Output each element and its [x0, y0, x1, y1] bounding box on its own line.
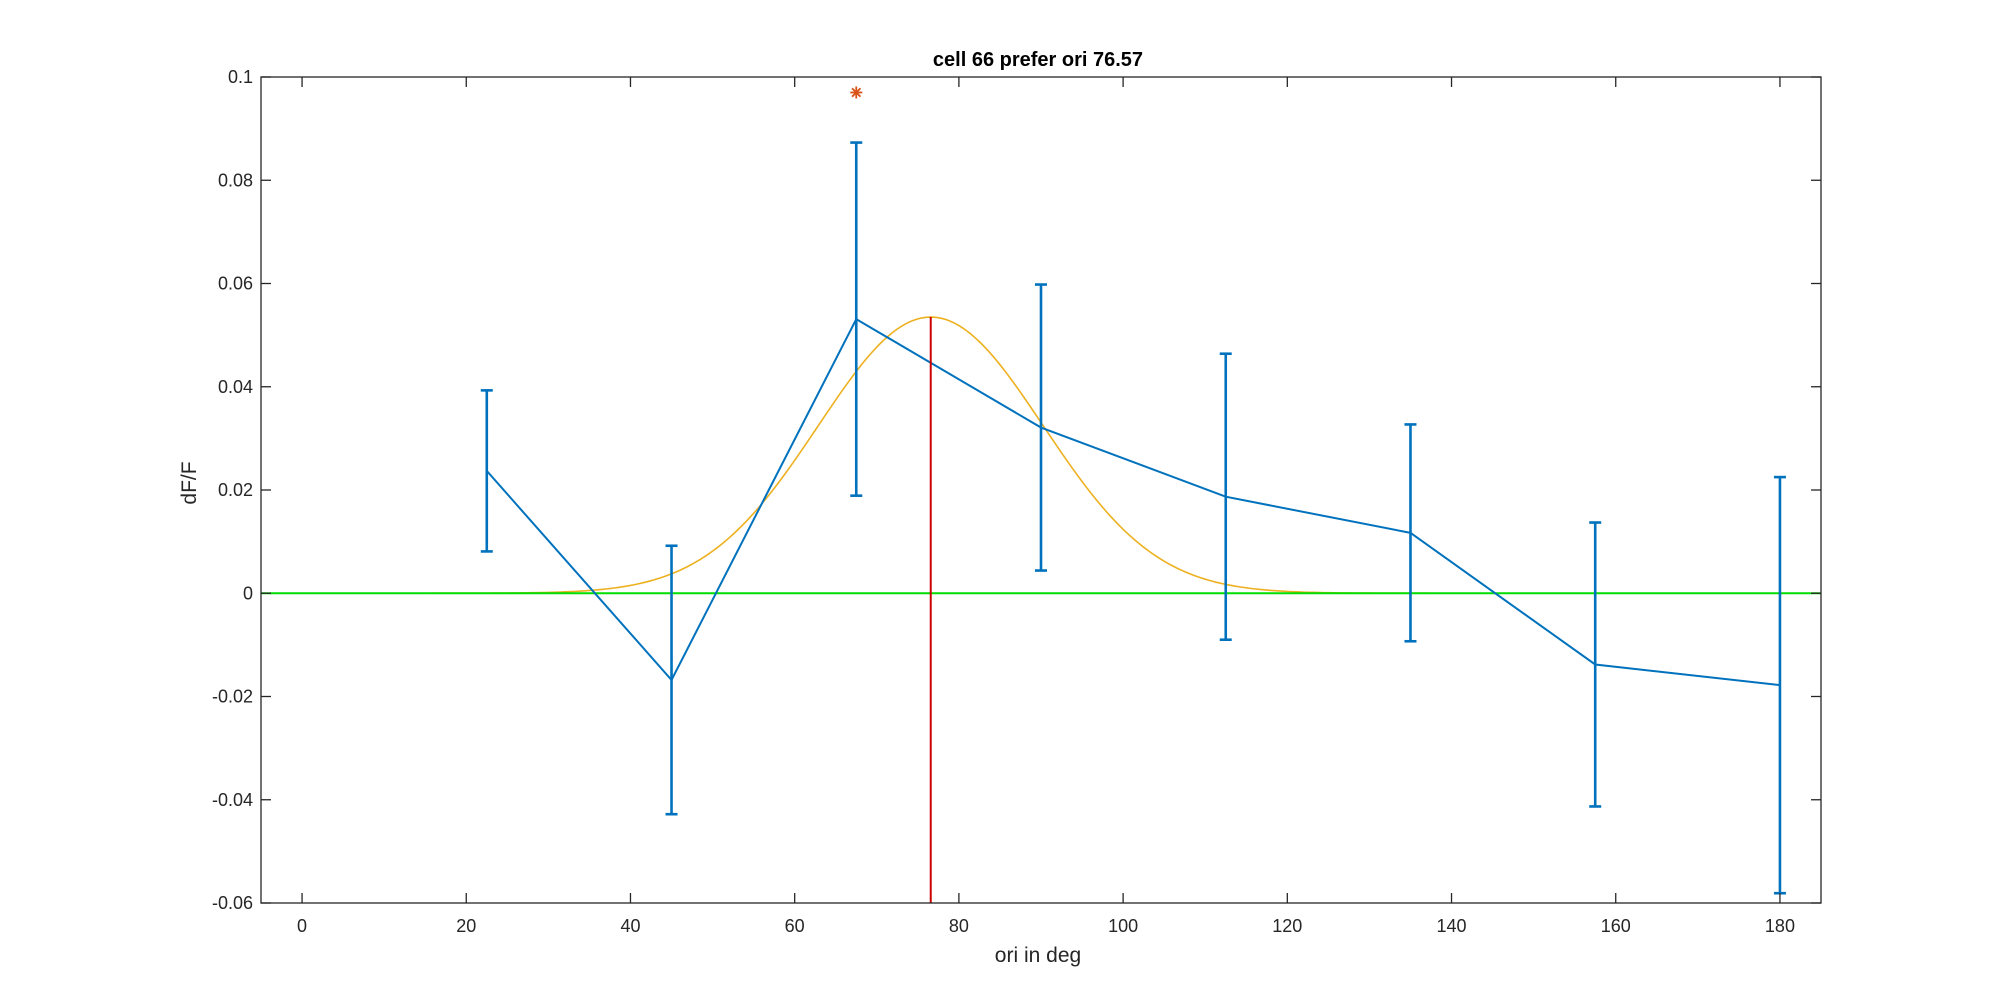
y-tick-label: 0	[243, 583, 253, 603]
y-axis-label: dF/F	[178, 461, 201, 504]
x-tick-label: 180	[1765, 916, 1795, 936]
y-tick-label: -0.06	[212, 893, 253, 913]
error-bar	[480, 389, 493, 553]
error-bar	[850, 141, 863, 497]
x-tick-label: 140	[1437, 916, 1467, 936]
error-bar	[1219, 352, 1232, 642]
x-tick-label: 20	[456, 916, 476, 936]
mean-response-line	[486, 317, 1781, 687]
y-tick-label: 0.08	[218, 170, 253, 190]
error-bar	[1404, 423, 1417, 643]
chart-ticks: 0 20 40 60 80 100 120 140 160 180 -0.06 -0.04 -0.02 0…	[212, 67, 1821, 936]
chart-title: cell 66 prefer ori 76.57	[933, 49, 1143, 71]
x-tick-label: 100	[1108, 916, 1138, 936]
x-tick-label: 120	[1272, 916, 1302, 936]
error-bar	[1035, 283, 1047, 572]
significance-star-marker	[850, 86, 863, 99]
y-tick-label: 0.06	[218, 274, 253, 294]
x-tick-label: 0	[297, 916, 307, 936]
y-tick-label: 0.02	[218, 480, 253, 500]
x-tick-label: 40	[620, 916, 640, 936]
star-stroke	[851, 87, 862, 98]
error-bar	[665, 544, 678, 816]
y-tick-label: -0.04	[212, 790, 253, 810]
error-bar	[1589, 521, 1602, 808]
y-tick-label: 0.04	[218, 377, 253, 397]
x-axis-label: ori in deg	[995, 944, 1081, 967]
x-tick-label: 160	[1601, 916, 1631, 936]
x-tick-label: 80	[949, 916, 969, 936]
y-tick-label: -0.02	[212, 687, 253, 707]
y-tick-label: 0.1	[228, 67, 253, 87]
x-tick-label: 60	[785, 916, 805, 936]
chart-marks	[261, 86, 1821, 903]
